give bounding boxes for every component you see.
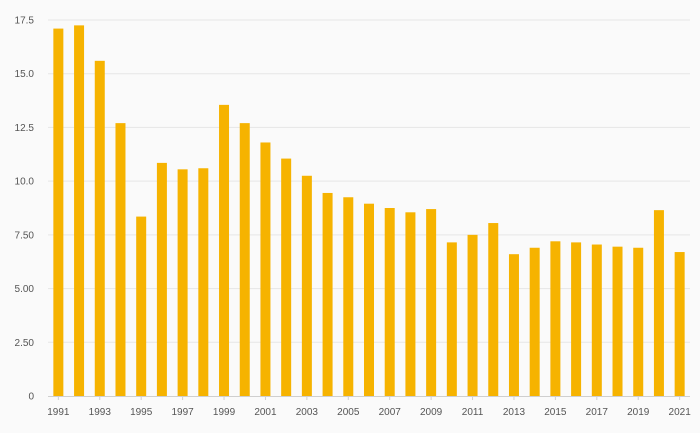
bar-2000	[239, 123, 250, 396]
bar-1997	[177, 169, 188, 396]
x-tick-label: 2021	[669, 407, 692, 418]
x-tick-label: 2013	[503, 407, 526, 418]
y-tick-label: 5.00	[15, 284, 35, 295]
bar-2017	[591, 244, 602, 396]
x-tick-label: 1993	[89, 407, 112, 418]
y-tick-label: 7.50	[15, 230, 35, 241]
bar-2013	[508, 254, 519, 396]
bar-1991	[53, 28, 64, 397]
bar-2004	[322, 192, 333, 396]
bar-2014	[529, 247, 540, 396]
bar-1992	[74, 25, 85, 397]
bar-1995	[136, 216, 147, 396]
x-tick-label: 1995	[130, 407, 153, 418]
x-axis-ticks: 1991 1993 1995 1997 1999 2001 2003 2005 2007 2009…	[47, 396, 691, 418]
bar-2003	[301, 175, 312, 396]
y-tick-label: 17.5	[15, 16, 35, 27]
y-axis-ticks: 0 2.50 5.00 7.50 10.0 12.5 15.0 17.5	[15, 16, 35, 403]
x-tick-label: 2003	[296, 407, 319, 418]
bar-2010	[446, 242, 457, 396]
bar-2011	[467, 234, 478, 396]
bar-1993	[94, 60, 105, 396]
bar-2007	[384, 208, 395, 396]
bar-1994	[115, 123, 126, 396]
x-tick-label: 2007	[379, 407, 402, 418]
bars	[53, 25, 685, 397]
bar-2006	[364, 203, 374, 396]
bar-2020	[653, 210, 664, 396]
y-tick-label: 0	[28, 392, 34, 403]
x-tick-label: 2011	[462, 407, 484, 418]
x-tick-label: 2009	[420, 407, 443, 418]
bar-2001	[260, 142, 271, 396]
bar-1998	[198, 168, 209, 396]
bar-2008	[405, 212, 416, 396]
x-tick-label: 2019	[627, 407, 650, 418]
y-tick-label: 12.5	[15, 123, 35, 134]
bar-2012	[488, 223, 499, 396]
bar-2002	[281, 158, 292, 396]
bar-1999	[219, 104, 230, 397]
bar-2019	[633, 247, 644, 396]
bar-1996	[156, 162, 167, 396]
x-tick-label: 1991	[47, 407, 70, 418]
x-tick-label: 1999	[213, 407, 236, 418]
x-tick-label: 2005	[337, 407, 360, 418]
x-tick-label: 2001	[254, 407, 277, 418]
x-tick-label: 2015	[544, 407, 567, 418]
x-tick-label: 2017	[586, 407, 609, 418]
bar-2009	[426, 209, 437, 396]
bar-2018	[612, 246, 623, 396]
bar-2005	[343, 197, 354, 396]
y-tick-label: 2.50	[15, 338, 35, 349]
bar-2021	[674, 252, 685, 396]
bar-2015	[550, 241, 561, 396]
bar-2016	[571, 242, 582, 396]
y-tick-label: 10.0	[15, 177, 35, 188]
y-tick-label: 15.0	[15, 69, 35, 80]
x-tick-label: 1997	[171, 407, 194, 418]
